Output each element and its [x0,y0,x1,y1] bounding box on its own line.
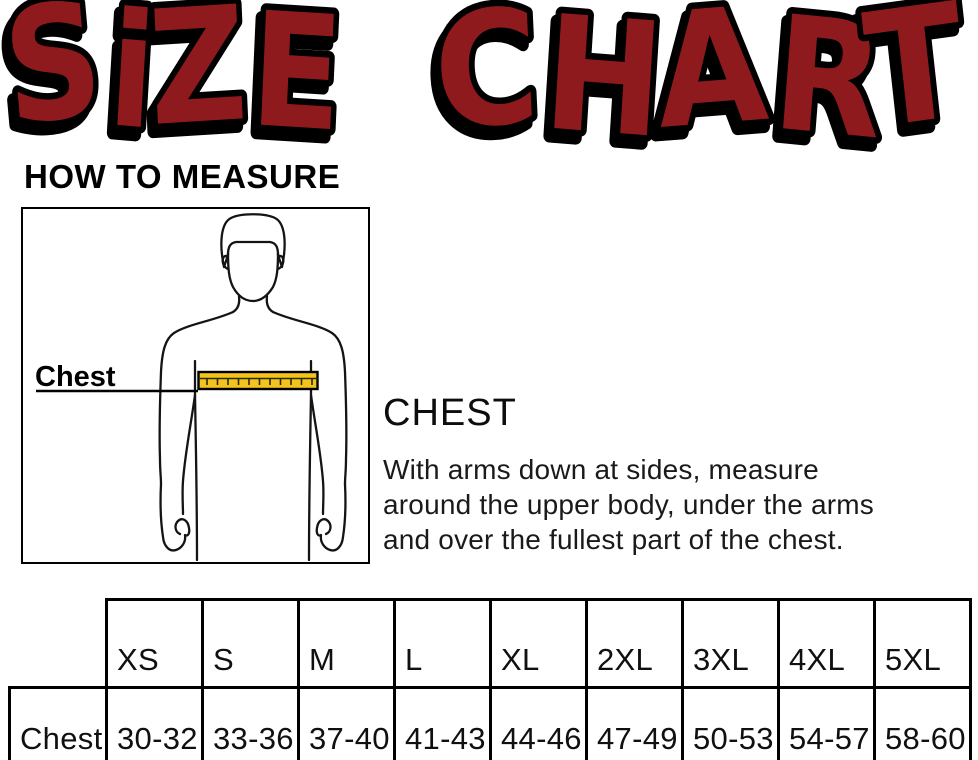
left-shoulder-arm [158,310,235,486]
chest-instructions: CHEST With arms down at sides, measure a… [383,392,963,557]
right-hand [315,482,347,552]
measurement-diagram: Chest [21,207,370,564]
tape-ticks [206,379,313,385]
chest-heading: CHEST [383,392,517,434]
head-outline [220,213,286,269]
size-header-cell: 3XL [681,598,780,689]
face-outline [226,251,280,303]
chest-value-cell: 44-46 [489,686,588,760]
chest-value-cell: 30-32 [105,686,204,760]
neck-right [265,294,275,314]
chest-value-cell: 37-40 [297,686,396,760]
chest-value-cell: 41-43 [393,686,492,760]
tape-band [197,370,319,391]
left-hand [159,482,191,552]
instruction-line: around the upper body, under the arms [383,489,874,520]
chest-value-cell: 58-60 [873,686,972,760]
size-header-cell: L [393,598,492,689]
size-header-cell: 2XL [585,598,684,689]
size-table: XS S M L XL 2XL 3XL 4XL 5XL Chest 30-32 … [8,598,972,760]
right-inner-arm [309,393,325,516]
chest-value-cell: 47-49 [585,686,684,760]
size-header-cell: XS [105,598,204,689]
measuring-tape [197,370,319,391]
how-to-measure-heading: HOW TO MEASURE [24,158,341,195]
right-torso-side [307,359,313,562]
size-header-row: XS S M L XL 2XL 3XL 4XL 5XL [10,598,972,689]
chest-value-cell: 33-36 [201,686,300,760]
left-torso-side [193,359,199,562]
size-header-cell: M [297,598,396,689]
title-word-chart-shadow: CHART [424,0,969,152]
table-corner-cell [10,600,107,688]
left-ear [221,254,230,271]
page-title: SiZE SiZE CHART CHART [0,0,978,152]
row-label-cell: Chest [8,686,108,760]
torso-figure: Chest [35,213,348,562]
chest-value-cell: 54-57 [777,686,876,760]
title-word-chart: CHART [429,0,974,152]
title-word-size: SiZE [0,0,348,152]
size-header-cell: 5XL [873,598,972,689]
left-inner-arm [181,393,197,516]
instruction-line: and over the fullest part of the chest. [383,524,844,555]
neck-left [231,294,241,314]
size-header-cell: XL [489,598,588,689]
chest-measurements-row: Chest 30-32 33-36 37-40 41-43 44-46 47-4… [8,686,972,760]
right-shoulder-arm [271,310,348,486]
size-header-cell: 4XL [777,598,876,689]
chest-diagram-label: Chest [35,361,116,393]
title-word-size-shadow: SiZE [0,0,343,152]
instruction-line: With arms down at sides, measure [383,454,819,485]
chest-value-cell: 50-53 [681,686,780,760]
size-header-cell: S [201,598,300,689]
right-ear [276,254,285,271]
